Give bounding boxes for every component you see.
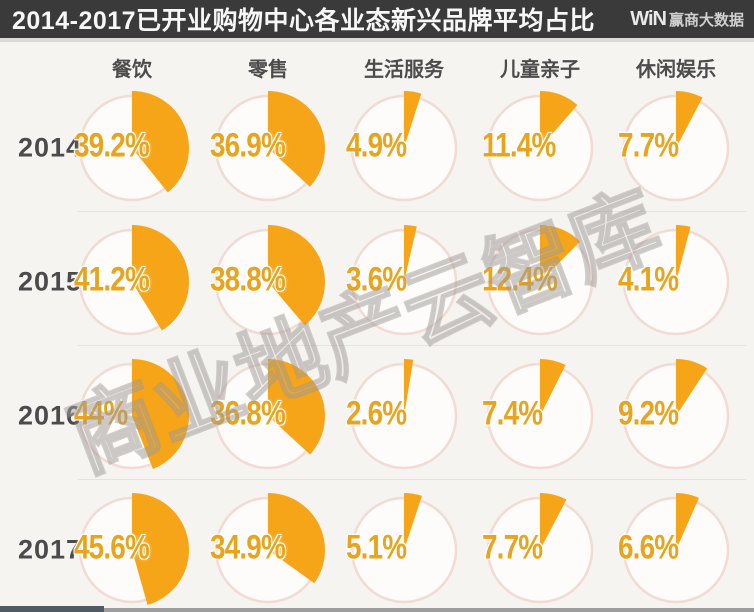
pie-chart xyxy=(616,88,736,208)
pie-cell: 34.9% xyxy=(200,483,336,612)
title-bar-shadow xyxy=(0,38,754,42)
pie-chart xyxy=(72,490,192,610)
pie-chart xyxy=(480,222,600,342)
pie-cell: 7.7% xyxy=(472,483,608,612)
row-divider xyxy=(78,345,746,346)
column-header-retail: 零售 xyxy=(248,59,288,81)
pie-chart xyxy=(208,222,328,342)
pie-value-label: 11.4% xyxy=(482,126,556,165)
pie-value-label: 39.2% xyxy=(74,126,150,165)
pie-cell: 44% xyxy=(64,349,200,483)
data-row-2014: 2014 39.2% 36.9% 4.9% 11.4% 7.7% xyxy=(0,81,754,215)
pie-cell: 36.9% xyxy=(200,81,336,215)
pie-value-label: 12.4% xyxy=(482,260,558,299)
row-divider xyxy=(78,479,746,480)
brand-name: 赢商大数据 xyxy=(668,11,744,29)
pie-cell: 41.2% xyxy=(64,215,200,349)
pie-value-label: 3.6% xyxy=(346,260,407,299)
pie-cell: 3.6% xyxy=(336,215,472,349)
pie-cell: 6.6% xyxy=(608,483,744,612)
pie-value-label: 9.2% xyxy=(618,394,679,433)
pie-chart xyxy=(616,222,736,342)
column-header-dining: 餐饮 xyxy=(112,59,152,81)
pie-cell: 4.1% xyxy=(608,215,744,349)
pie-value-label: 4.1% xyxy=(618,260,679,299)
bottom-bar-accent xyxy=(0,606,104,612)
pie-chart xyxy=(72,222,192,342)
bottom-bar xyxy=(0,608,754,612)
pie-chart xyxy=(344,490,464,610)
pie-value-label: 41.2% xyxy=(74,260,150,299)
pie-chart xyxy=(72,356,192,476)
pie-chart xyxy=(616,490,736,610)
pie-value-label: 6.6% xyxy=(618,528,679,567)
pie-value-label: 2.6% xyxy=(346,394,407,433)
pie-value-label: 7.4% xyxy=(482,394,543,433)
data-row-2017: 2017 45.6% 34.9% 5.1% 7.7% 6.6% xyxy=(0,483,754,612)
brand-logo: WiN 赢商大数据 xyxy=(630,8,744,31)
column-header-leisure: 休闲娱乐 xyxy=(636,59,716,81)
pie-chart xyxy=(208,356,328,476)
pie-cell: 7.4% xyxy=(472,349,608,483)
pie-cell: 7.7% xyxy=(608,81,744,215)
pie-cell: 12.4% xyxy=(472,215,608,349)
win-logo-icon: WiN xyxy=(630,7,667,30)
pie-value-label: 4.9% xyxy=(346,126,407,165)
pie-chart xyxy=(208,490,328,610)
pie-cell: 4.9% xyxy=(336,81,472,215)
pie-value-label: 36.8% xyxy=(210,394,286,433)
pie-cell: 5.1% xyxy=(336,483,472,612)
data-row-2015: 2015 41.2% 38.8% 3.6% 12.4% 4.1% xyxy=(0,215,754,349)
pie-cell: 38.8% xyxy=(200,215,336,349)
pie-chart xyxy=(480,88,600,208)
page-title: 2014-2017已开业购物中心各业态新兴品牌平均占比 xyxy=(12,7,596,35)
column-header-row: 餐饮 零售 生活服务 儿童亲子 休闲娱乐 xyxy=(64,42,754,81)
pie-cell: 2.6% xyxy=(336,349,472,483)
column-header-life-services: 生活服务 xyxy=(364,59,444,81)
pie-value-label: 5.1% xyxy=(346,528,407,567)
pie-value-label: 36.9% xyxy=(210,126,286,165)
pie-value-label: 7.7% xyxy=(618,126,679,165)
column-header-kids-family: 儿童亲子 xyxy=(500,59,580,81)
pie-chart xyxy=(344,88,464,208)
pie-value-label: 34.9% xyxy=(210,528,286,567)
row-label: 2017 xyxy=(18,534,83,565)
pie-chart xyxy=(616,356,736,476)
pie-cell: 36.8% xyxy=(200,349,336,483)
pie-chart xyxy=(344,356,464,476)
pie-chart xyxy=(480,356,600,476)
row-label: 2015 xyxy=(18,266,83,297)
pie-value-label: 45.6% xyxy=(74,528,150,567)
pie-cell: 39.2% xyxy=(64,81,200,215)
pie-value-label: 7.7% xyxy=(482,528,543,567)
pie-cell: 9.2% xyxy=(608,349,744,483)
pie-chart xyxy=(72,88,192,208)
pie-chart xyxy=(480,490,600,610)
data-row-2016: 2016 44% 36.8% 2.6% 7.4% 9.2% xyxy=(0,349,754,483)
pie-cell: 11.4% xyxy=(472,81,608,215)
pie-cell: 45.6% xyxy=(64,483,200,612)
pie-chart xyxy=(208,88,328,208)
row-label: 2016 xyxy=(18,400,83,431)
title-bar: 2014-2017已开业购物中心各业态新兴品牌平均占比 WiN 赢商大数据 xyxy=(0,0,754,38)
pie-value-label: 38.8% xyxy=(210,260,286,299)
pie-chart xyxy=(344,222,464,342)
row-label: 2014 xyxy=(18,132,83,163)
row-divider xyxy=(78,211,746,212)
pie-value-label: 44% xyxy=(74,394,128,433)
